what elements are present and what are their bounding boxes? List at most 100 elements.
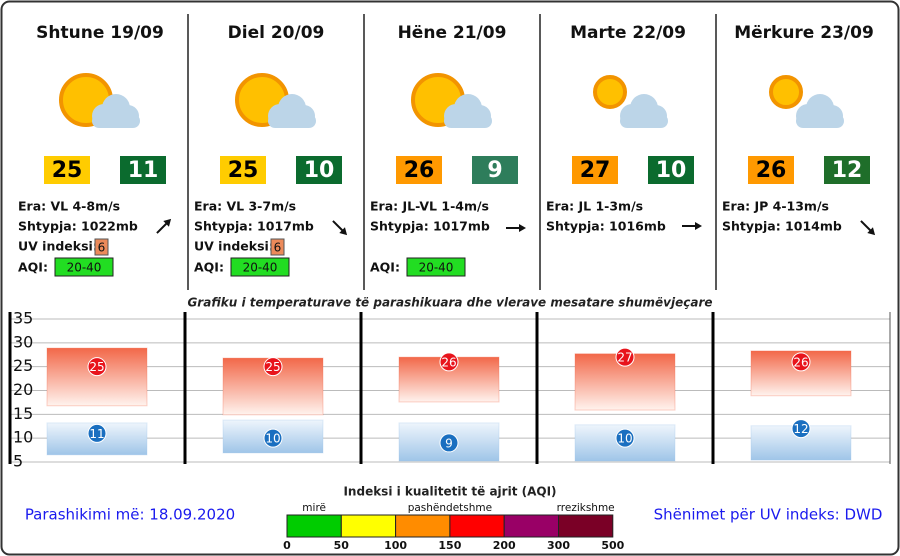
temp-dot — [439, 352, 459, 372]
temp-value: 25 — [52, 158, 83, 183]
temp-value: 10 — [304, 158, 335, 183]
wind: Era: JL-VL 1-4m/s — [370, 199, 489, 214]
y-tick-label: 15 — [13, 404, 33, 423]
wind: Era: VL 4-8m/s — [18, 199, 120, 214]
temp-box — [44, 156, 90, 184]
temp-box — [220, 156, 266, 184]
normal-band — [750, 350, 852, 397]
wind-arrow — [682, 222, 702, 230]
aqi-range-label: pashëndetshme — [408, 502, 492, 514]
cloud-icon — [268, 114, 316, 128]
y-tick-label: 10 — [13, 428, 33, 447]
temp-box — [296, 156, 342, 184]
temp-box — [824, 156, 870, 184]
day-name: Hëne 21/09 — [398, 23, 507, 43]
uv-value: 6 — [274, 241, 282, 255]
uv-source: Shënimet për UV indeks: DWD — [654, 506, 883, 524]
temp-box — [648, 156, 694, 184]
temp-dot — [615, 347, 635, 367]
wind-arrow — [156, 218, 172, 234]
cloud-icon — [796, 114, 844, 128]
temp-dot — [87, 357, 107, 377]
uv-label: UV indeksi: — [18, 239, 98, 254]
wind-arrow — [860, 220, 876, 236]
temp-dot-label: 10 — [265, 432, 280, 446]
aqi-range-label: mirë — [302, 502, 326, 514]
temp-value: 12 — [832, 158, 863, 183]
temp-value: 27 — [580, 158, 611, 183]
y-tick-label: 5 — [13, 452, 23, 471]
y-tick-label: 35 — [13, 309, 33, 328]
temp-value: 26 — [404, 158, 435, 183]
temp-dot-label: 9 — [445, 436, 453, 450]
sun-icon — [769, 75, 803, 109]
y-tick-label: 30 — [13, 332, 33, 351]
aqi-segment — [395, 514, 451, 538]
aqi-box — [406, 257, 466, 277]
temp-dot-label: 27 — [617, 351, 632, 365]
uv-label: UV indeksi: — [194, 239, 274, 254]
day-name: Mërkure 23/09 — [734, 23, 874, 43]
pressure: Shtypja: 1022mb — [18, 219, 138, 234]
y-tick-label: 25 — [13, 356, 33, 375]
aqi-tick-label: 150 — [438, 539, 461, 552]
temp-dot-label: 26 — [793, 355, 808, 369]
temp-dot — [263, 357, 283, 377]
temp-box — [120, 156, 166, 184]
temp-dot-label: 11 — [89, 427, 104, 441]
forecast-date: Parashikimi më: 18.09.2020 — [25, 506, 235, 524]
uv-box — [270, 238, 285, 256]
temp-value: 25 — [228, 158, 259, 183]
temp-dot — [615, 428, 635, 448]
temp-dot-label: 25 — [265, 360, 280, 374]
day-name: Diel 20/09 — [228, 23, 325, 43]
pressure: Shtypja: 1017mb — [194, 219, 314, 234]
uv-box — [94, 238, 109, 256]
temp-dot — [439, 433, 459, 453]
temp-dot — [263, 428, 283, 448]
aqi-tick-label: 50 — [334, 539, 350, 552]
day-name: Marte 22/09 — [570, 23, 686, 43]
aqi-tick-label: 0 — [283, 539, 291, 552]
aqi-box — [54, 257, 114, 277]
aqi-segment — [340, 514, 397, 538]
pressure: Shtypja: 1014mb — [722, 219, 842, 234]
aqi-segment — [449, 514, 505, 538]
temp-dot-label: 10 — [617, 432, 632, 446]
aqi-tick-label: 500 — [601, 539, 624, 552]
pressure: Shtypja: 1016mb — [546, 219, 666, 234]
temp-value: 10 — [656, 158, 687, 183]
cloud-icon — [620, 114, 668, 128]
temp-dot — [791, 419, 811, 439]
aqi-tick-label: 200 — [493, 539, 516, 552]
cloud-icon — [444, 114, 492, 128]
aqi-tick-label: 100 — [384, 539, 407, 552]
aqi-value: 20-40 — [243, 261, 278, 275]
uv-value: 6 — [98, 241, 106, 255]
normal-band — [46, 347, 148, 407]
temp-box — [748, 156, 794, 184]
aqi-tick-label: 300 — [547, 539, 570, 552]
cloud-icon — [92, 114, 140, 128]
aqi-segment — [558, 514, 614, 538]
temp-value: 26 — [756, 158, 787, 183]
temp-dot-label: 25 — [89, 360, 104, 374]
aqi-value: 20-40 — [67, 261, 102, 275]
temp-dot-label: 12 — [793, 422, 808, 436]
day-name: Shtune 19/09 — [36, 23, 164, 43]
aqi-value: 20-40 — [419, 261, 454, 275]
temp-dot — [791, 352, 811, 372]
wind: Era: JL 1-3m/s — [546, 199, 643, 214]
temp-box — [572, 156, 618, 184]
aqi-label: AQI: — [194, 260, 224, 275]
y-tick-label: 20 — [13, 380, 33, 399]
aqi-range-label: rrezikshme — [557, 502, 615, 514]
temp-box — [396, 156, 442, 184]
wind-arrow — [506, 224, 526, 232]
pressure: Shtypja: 1017mb — [370, 219, 490, 234]
sun-icon — [593, 75, 627, 109]
aqi-box — [230, 257, 290, 277]
temp-dot — [87, 423, 107, 443]
